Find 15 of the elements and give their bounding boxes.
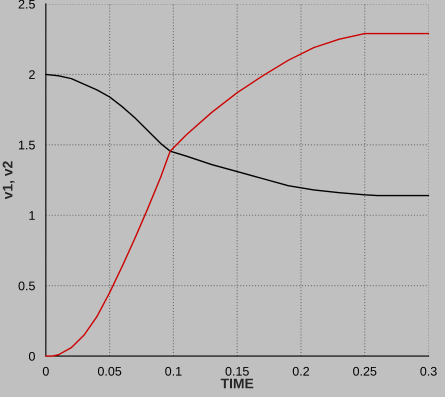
y-tick-label: 0 bbox=[28, 352, 35, 361]
y-tick-label: 2.5 bbox=[18, 0, 35, 9]
x-tick-label: 0.25 bbox=[353, 366, 376, 376]
x-axis-title: TIME bbox=[220, 378, 254, 388]
x-tick-label: 0.05 bbox=[98, 366, 122, 376]
x-tick-label: 0 bbox=[42, 366, 49, 376]
y-tick-label: 1.5 bbox=[18, 140, 35, 150]
y-tick-label: 1 bbox=[29, 211, 35, 220]
x-tick-label: 0.3 bbox=[420, 366, 437, 376]
y-tick-label: 0.5 bbox=[18, 281, 35, 290]
x-tick-label: 0.1 bbox=[165, 366, 182, 376]
x-tick-label: 0.15 bbox=[226, 366, 249, 376]
y-axis-title: v1, v2 bbox=[2, 161, 15, 200]
y-tick-label: 2 bbox=[29, 70, 35, 79]
x-tick-label: 0.2 bbox=[292, 366, 310, 376]
